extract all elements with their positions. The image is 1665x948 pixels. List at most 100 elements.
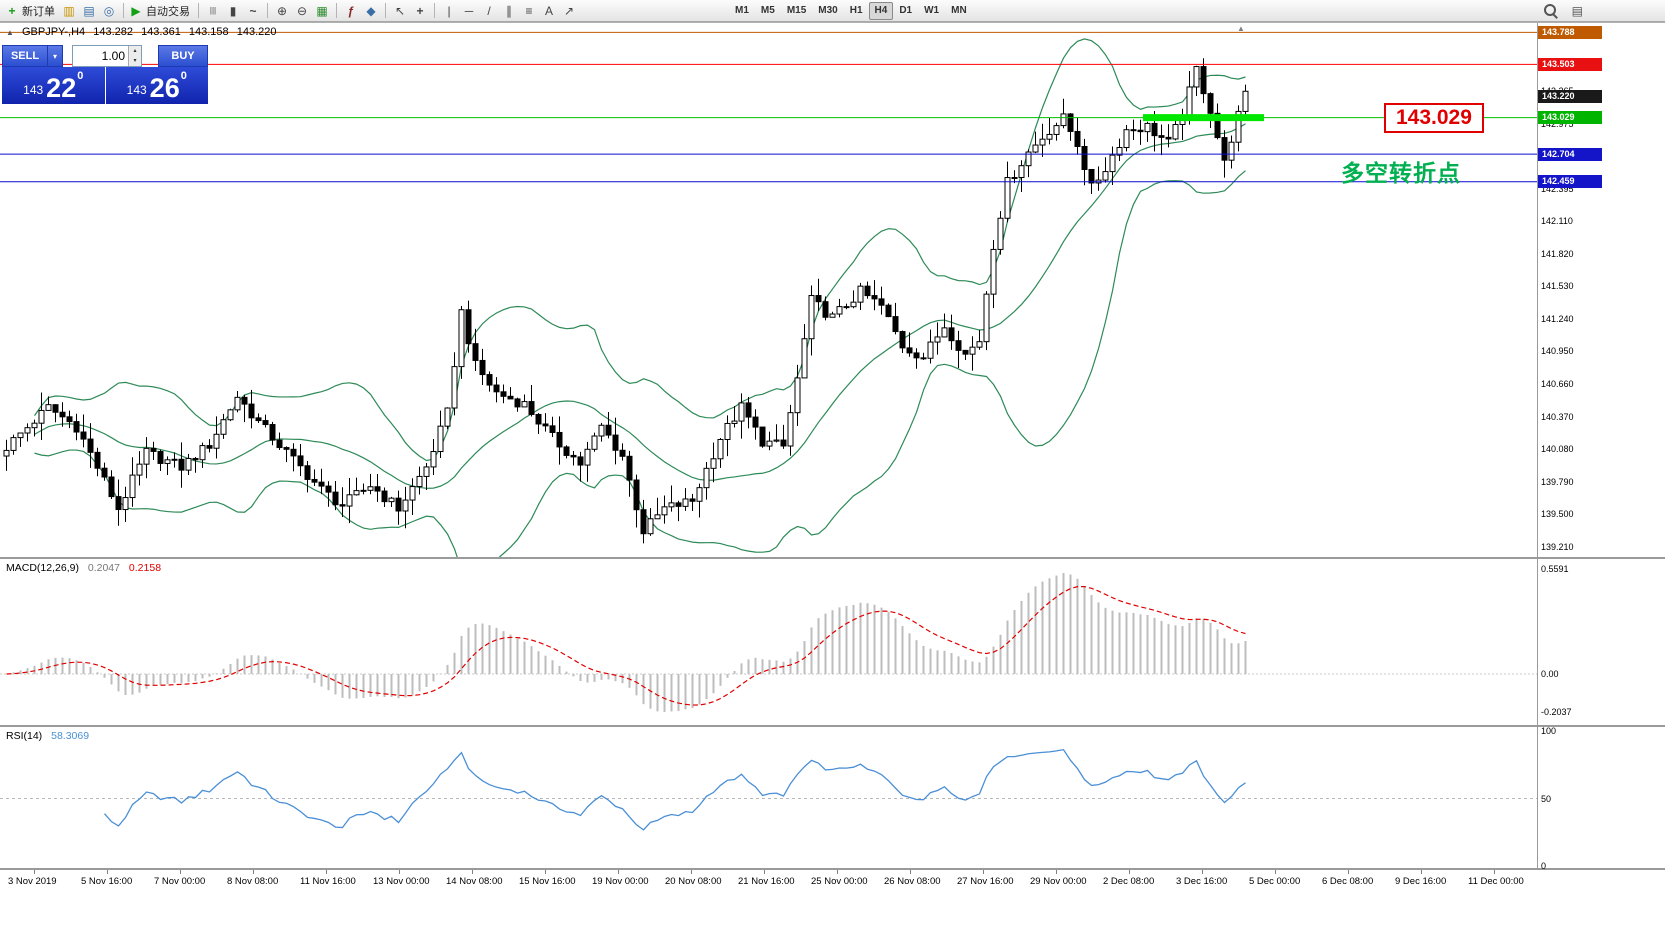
timeframe-m15[interactable]: M15	[786, 5, 807, 16]
price-marker-142.459: 142.459	[1538, 175, 1602, 189]
timeframe-toolbar: M1 M5 M15 M30 H1 H4 D1 W1 MN	[729, 1, 973, 20]
buy-button[interactable]: BUY	[158, 45, 208, 67]
refresh-icon: ◎	[103, 3, 115, 18]
new-order-button-label: 新订单	[22, 5, 55, 18]
time-tick	[1202, 870, 1203, 874]
vertical-line-icon[interactable]: |	[439, 1, 459, 21]
bar-chart-icon[interactable]: |||	[203, 1, 223, 21]
price-tick-label: 141.530	[1541, 281, 1574, 292]
crosshair-icon[interactable]: +	[410, 1, 430, 21]
channel-icon[interactable]: ∥	[499, 1, 519, 21]
layout-icon[interactable]: ▤	[1571, 3, 1583, 18]
chart-symbol-info: ▲ GBPJPY-,H4 143.282 143.361 143.158 143…	[6, 26, 281, 38]
fibonacci-icon: ≡	[525, 3, 533, 18]
time-label: 9 Dec 16:00	[1395, 876, 1447, 887]
price-tick-label: 141.820	[1541, 248, 1574, 259]
volume-up-icon[interactable]: ▴	[133, 48, 137, 54]
time-tick	[472, 870, 473, 874]
time-label: 5 Nov 16:00	[81, 876, 133, 887]
volume-input[interactable]: 1.00 ▴ ▾	[72, 45, 142, 67]
time-axis[interactable]: 3 Nov 2019 5 Nov 16:00 7 Nov 00:00 8 Nov 08…	[0, 870, 1665, 896]
macd-axis-label: -0.2037	[1541, 707, 1572, 718]
cursor-icon: ↖	[394, 3, 406, 18]
zoom-in-icon[interactable]: ⊕	[272, 1, 292, 21]
auto-trading-button-label: 自动交易	[146, 5, 190, 18]
timeframe-m30[interactable]: M30	[818, 5, 838, 16]
tile-windows-icon[interactable]: ▦	[312, 1, 332, 21]
indicators-list-icon[interactable]: ƒ	[341, 1, 361, 21]
time-tick	[253, 870, 254, 874]
rsi-axis-label: 100	[1541, 726, 1557, 736]
time-label: 13 Nov 00:00	[373, 876, 430, 887]
timeframe-m5[interactable]: M5	[760, 5, 775, 16]
order-type-dropdown[interactable]: ▾	[48, 45, 63, 67]
auto-trading-button[interactable]: ▶ 自动交易	[128, 1, 194, 21]
turning-point-text-object[interactable]: 多空转折点	[1341, 160, 1461, 186]
tile-windows-icon: ▦	[316, 3, 328, 18]
rsi-axis-label: 0	[1541, 861, 1547, 871]
horizontal-line-icon: ─	[464, 3, 474, 18]
time-tick	[326, 870, 327, 874]
timeframe-m1[interactable]: M1	[735, 5, 749, 16]
toolbar-separator	[434, 3, 435, 18]
candlestick-chart-icon[interactable]: ▮	[223, 1, 243, 21]
line-chart-icon[interactable]: ~	[243, 1, 263, 21]
time-label: 19 Nov 00:00	[592, 876, 649, 887]
time-label: 29 Nov 00:00	[1030, 876, 1087, 887]
trendline-icon[interactable]: /	[479, 1, 499, 21]
time-tick	[1494, 870, 1495, 874]
price-marker-143.503: 143.503	[1538, 57, 1602, 71]
macd-main-value: 0.2047	[87, 562, 120, 574]
text-icon[interactable]: A	[539, 1, 559, 21]
sell-button[interactable]: SELL	[2, 45, 48, 67]
cursor-icon[interactable]: ↖	[390, 1, 410, 21]
new-order-button[interactable]: + 新订单	[4, 1, 59, 21]
timeframe-mn[interactable]: MN	[951, 5, 967, 16]
timeframe-w1[interactable]: W1	[924, 5, 940, 16]
timeframe-h1[interactable]: H1	[849, 5, 863, 16]
chart-shift-marker-icon[interactable]: ▲	[1237, 24, 1245, 33]
zoom-in-icon: ⊕	[276, 3, 288, 18]
macd-axis-label: 0.5591	[1541, 563, 1569, 574]
sell-price-button[interactable]: 143 22 0	[2, 67, 105, 104]
price-tick-label: 140.950	[1541, 346, 1574, 357]
timeframe-d1[interactable]: D1	[899, 5, 913, 16]
price-marker-143.029: 143.029	[1538, 111, 1602, 125]
candlestick-chart-icon: ▮	[229, 3, 237, 18]
buy-price-button[interactable]: 143 26 0	[105, 67, 208, 104]
indicator-window-icon[interactable]: ▥	[59, 1, 79, 21]
price-tick-label: 139.210	[1541, 541, 1574, 552]
time-label: 8 Nov 08:00	[227, 876, 279, 887]
bar-chart-icon: |||	[209, 6, 217, 15]
candles-layer	[3, 58, 1249, 544]
volume-value: 1.00	[101, 49, 125, 63]
toolbar-separator	[336, 3, 337, 18]
price-tick-label: 142.110	[1541, 215, 1573, 226]
price-tick-label: 140.660	[1541, 378, 1574, 389]
price-tick-label: 141.240	[1541, 313, 1574, 324]
time-tick	[1421, 870, 1422, 874]
price-tick-label: 142.395	[1541, 183, 1574, 194]
volume-stepper[interactable]: ▴ ▾	[128, 46, 141, 66]
objects-list-icon[interactable]: ◆	[361, 1, 381, 21]
time-label: 21 Nov 16:00	[738, 876, 795, 887]
macd-signal-value: 0.2158	[128, 562, 162, 574]
price-alert-label[interactable]: 143.029	[1384, 103, 1484, 133]
refresh-icon[interactable]: ◎	[99, 1, 119, 21]
toolbar-separator	[198, 3, 199, 18]
time-label: 20 Nov 08:00	[665, 876, 722, 887]
timeframe-h4[interactable]: H4	[868, 1, 894, 20]
horizontal-line-icon[interactable]: ─	[459, 1, 479, 21]
zoom-out-icon[interactable]: ⊖	[292, 1, 312, 21]
sell-price-prefix: 143	[23, 83, 44, 97]
arrows-icon[interactable]: ↗	[559, 1, 579, 21]
search-icon[interactable]	[1543, 3, 1558, 18]
volume-down-icon[interactable]: ▾	[133, 58, 137, 64]
crosshair-icon: +	[416, 3, 424, 18]
one-click-trading-panel: SELL ▾ 1.00 ▴ ▾ BUY 143 22 0 143 26 0	[2, 45, 208, 104]
charts-window-icon[interactable]: ▤	[79, 1, 99, 21]
toolbar-separator	[385, 3, 386, 18]
fibonacci-icon[interactable]: ≡	[519, 1, 539, 21]
price-marker-143.788: 143.788	[1538, 25, 1602, 39]
